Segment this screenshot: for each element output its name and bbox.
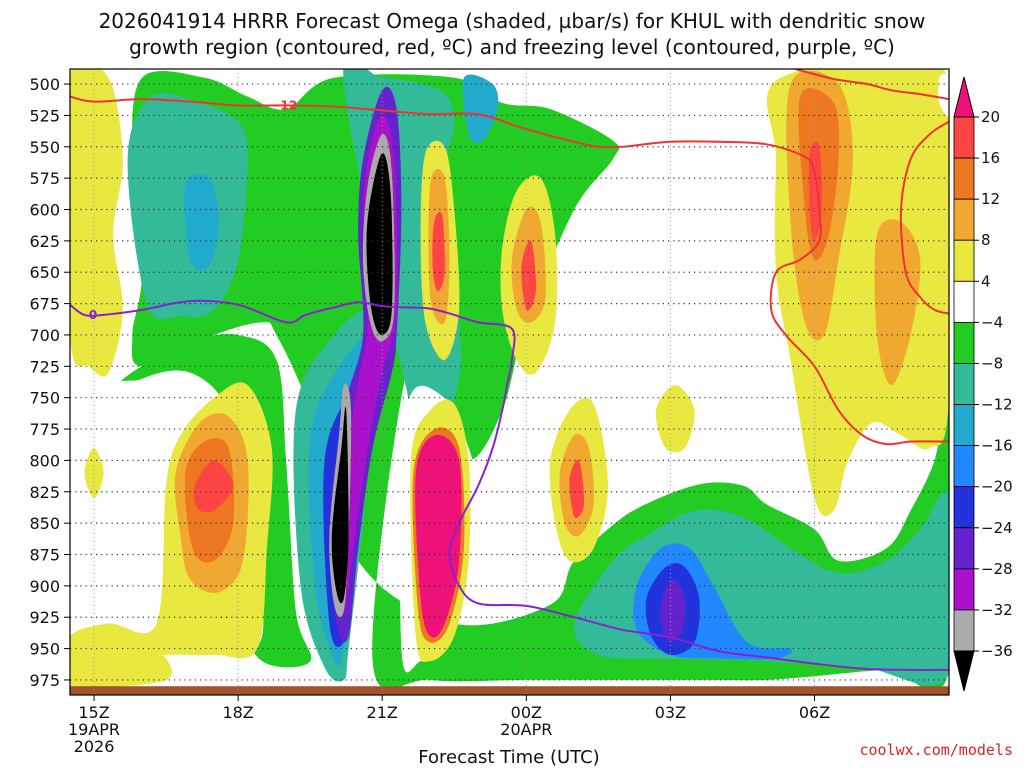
y-axis-pressure: 500 525 550 575 600 625 650 675 700 725 750 775 800 8… xyxy=(29,75,70,690)
x-tick-label-18Z: 18Z xyxy=(222,703,253,722)
y-tick-label-950: 950 xyxy=(29,640,60,659)
colorbar-swatch-13 xyxy=(953,609,975,652)
plot-frame xyxy=(69,68,950,696)
ground-terrain-strip xyxy=(70,686,949,695)
plot-gridlines xyxy=(70,69,949,695)
omega-red-right-region xyxy=(808,141,822,241)
omega-blue-top-center xyxy=(462,74,499,144)
dgz-minus12-top-line xyxy=(70,95,949,446)
colorbar-label-13: −36 xyxy=(981,642,1013,660)
omega-blue-left-spot xyxy=(184,173,219,271)
colorbar: 20 16 12 8 4 −4 −8 −12 −16 −20 −24 −28 −32 −36 xyxy=(953,76,1013,692)
colorbar-label-10: −24 xyxy=(981,519,1013,537)
colorbar-label-12: −32 xyxy=(981,601,1013,619)
omega-white-right-gap xyxy=(938,73,949,117)
y-tick-label-850: 850 xyxy=(29,514,60,533)
freezing-level-0c-line-label: 0 xyxy=(89,308,97,322)
colorbar-label-6: −8 xyxy=(981,354,1003,372)
colorbar-label-3: 8 xyxy=(981,231,991,249)
omega-red-near-00z xyxy=(521,240,537,311)
colorbar-label-4: 4 xyxy=(981,272,991,290)
colorbar-label-0: 20 xyxy=(981,108,1000,126)
colorbar-swatch-11 xyxy=(953,527,975,570)
omega-red-near-01z xyxy=(569,459,585,519)
dgz-minus12-right-line xyxy=(795,69,949,101)
colorbar-swatch-10 xyxy=(953,486,975,529)
colorbar-swatch-12 xyxy=(953,568,975,611)
temperature-contours: −12 0 xyxy=(70,69,949,671)
y-tick-label-825: 825 xyxy=(29,483,60,502)
x-tick-label-21Z: 21Z xyxy=(367,703,398,722)
omega-pink-lower-center xyxy=(415,434,462,638)
y-tick-label-625: 625 xyxy=(29,232,60,251)
omega-gold-far-right xyxy=(874,219,921,386)
x-tick-label-19APR: 19APR xyxy=(68,720,120,739)
omega-red-lower-left xyxy=(193,460,234,513)
freezing-level-0c-line xyxy=(70,299,949,671)
y-tick-label-525: 525 xyxy=(29,106,60,125)
omega-black-core-upper xyxy=(366,152,393,336)
y-tick-label-875: 875 xyxy=(29,545,60,564)
y-tick-label-575: 575 xyxy=(29,169,60,188)
colorbar-label-9: −20 xyxy=(981,478,1013,496)
y-tick-label-700: 700 xyxy=(29,326,60,345)
colorbar-label-7: −12 xyxy=(981,396,1013,414)
x-tick-label-00Z: 00Z xyxy=(511,703,542,722)
colorbar-swatch-1 xyxy=(953,116,975,159)
y-tick-label-975: 975 xyxy=(29,671,60,690)
omega-yellow-near-03z xyxy=(655,385,695,453)
x-tick-label-03Z: 03Z xyxy=(655,703,686,722)
colorbar-swatch-3 xyxy=(953,198,975,241)
x-tick-label-15Z: 15Z xyxy=(78,703,109,722)
y-tick-label-500: 500 xyxy=(29,75,60,94)
omega-purple-lower-right xyxy=(660,579,686,643)
colorbar-swatch-5 xyxy=(953,280,975,323)
colorbar-label-11: −28 xyxy=(981,560,1013,578)
omega-yellow-left-spot xyxy=(84,447,104,498)
colorbar-swatch-6 xyxy=(953,321,975,364)
y-tick-label-675: 675 xyxy=(29,295,60,314)
omega-red-center-column xyxy=(432,211,445,292)
colorbar-swatch-9 xyxy=(953,445,975,488)
y-tick-label-925: 925 xyxy=(29,608,60,627)
x-tick-label-2026: 2026 xyxy=(74,737,115,756)
y-tick-label-800: 800 xyxy=(29,451,60,470)
colorbar-swatch-7 xyxy=(953,363,975,405)
colorbar-label-8: −16 xyxy=(981,437,1013,455)
colorbar-label-2: 12 xyxy=(981,190,1000,208)
colorbar-swatch-8 xyxy=(953,404,975,447)
y-tick-label-550: 550 xyxy=(29,138,60,157)
chart-title-line-2: growth region (contoured, red, ºC) and f… xyxy=(129,35,895,59)
colorbar-swatch-2 xyxy=(953,157,975,200)
y-tick-label-600: 600 xyxy=(29,201,60,220)
colorbar-swatch-4 xyxy=(953,239,975,282)
colorbar-bottom-arrow xyxy=(953,650,975,692)
y-tick-label-725: 725 xyxy=(29,357,60,376)
x-tick-label-06Z: 06Z xyxy=(799,703,830,722)
dgz-minus12-right-curve xyxy=(899,120,949,315)
colorbar-label-1: 16 xyxy=(981,149,1000,167)
y-tick-label-650: 650 xyxy=(29,263,60,282)
omega-yellow-bottom-left xyxy=(70,641,172,688)
x-axis-label: Forecast Time (UTC) xyxy=(418,747,599,768)
chart-title-line-1: 2026041914 HRRR Forecast Omega (shaded, … xyxy=(99,9,926,33)
y-tick-label-900: 900 xyxy=(29,577,60,596)
y-tick-label-750: 750 xyxy=(29,389,60,408)
x-tick-label-20APR: 20APR xyxy=(500,720,552,739)
omega-yellow-left-column xyxy=(70,69,123,377)
dgz-minus12-top-line-label: −12 xyxy=(270,98,297,112)
colorbar-label-5: −4 xyxy=(981,313,1003,331)
y-tick-label-775: 775 xyxy=(29,420,60,439)
credit-text: coolwx.com/models xyxy=(859,741,1013,759)
